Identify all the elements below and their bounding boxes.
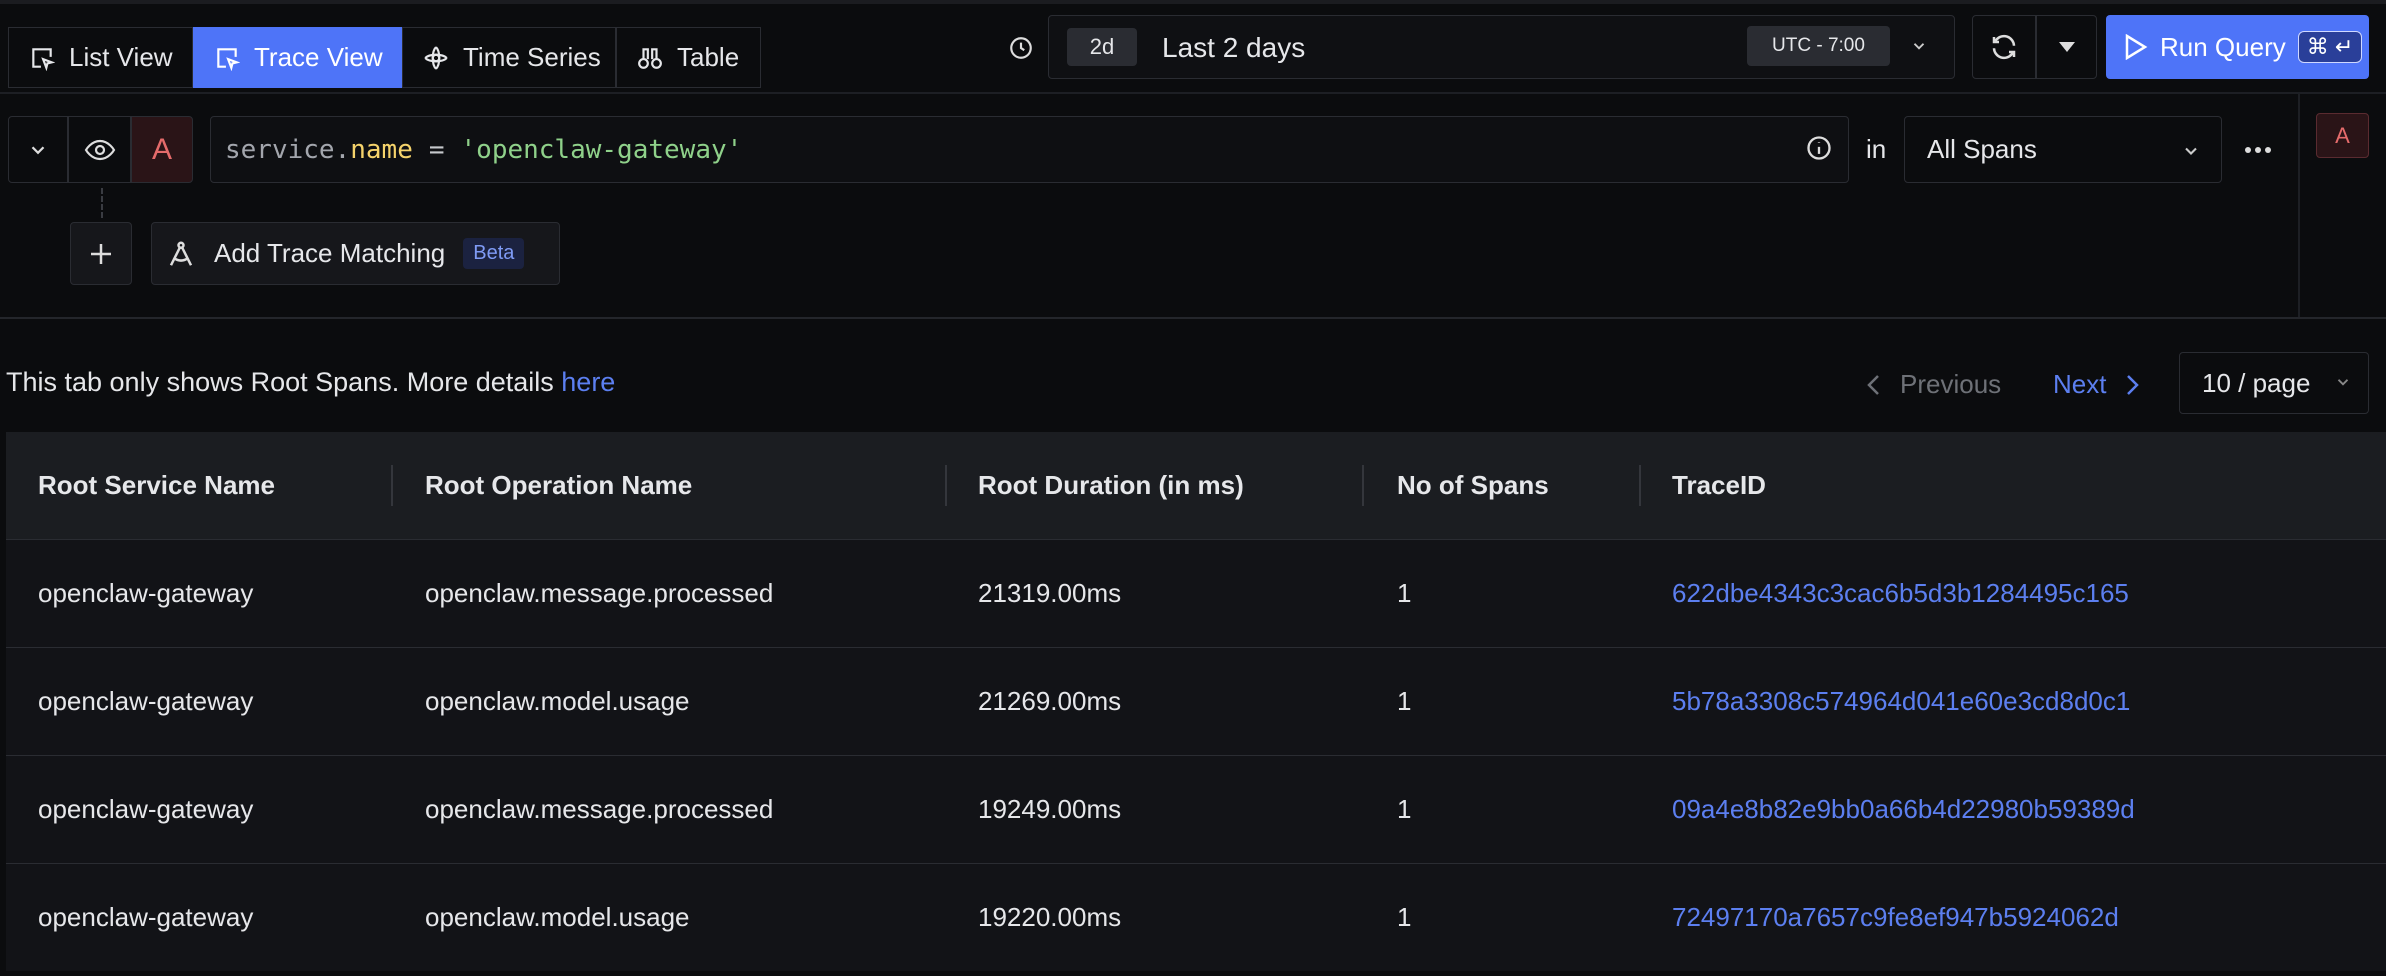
chevron[interactable] — [1904, 30, 1934, 62]
run-shortcut: ⌘ ↵ — [2297, 31, 2363, 63]
table-cell: 1 — [1397, 902, 1412, 932]
more-button[interactable] — [2240, 130, 2276, 170]
tab-label: Time Series — [463, 42, 601, 72]
tab-label: Table — [677, 42, 740, 72]
notice-link[interactable]: here — [561, 367, 616, 397]
scope-value: All Spans — [1927, 134, 2037, 164]
beta-badge: Beta — [463, 238, 525, 269]
divider — [0, 92, 2386, 94]
query-operator: = — [428, 134, 445, 165]
timezone[interactable]: UTC - 7:00 — [1747, 26, 1890, 66]
table-cell: 19220.00ms — [978, 902, 1122, 932]
query-value: 'openclaw-gateway' — [460, 134, 743, 165]
page-size: 10 / page — [2202, 367, 2311, 398]
top-strip — [0, 0, 2386, 4]
column-header[interactable]: Root Service Name — [38, 470, 275, 500]
query-input[interactable]: service. name = 'openclaw-gateway' — [210, 116, 1849, 183]
column-separator — [945, 465, 947, 506]
scope-select[interactable]: All Spans — [1904, 116, 2222, 183]
clock-icon — [1006, 33, 1036, 63]
table-cell: 1 — [1397, 686, 1412, 716]
next-button[interactable]: Next — [2053, 369, 2140, 400]
tab-label: Trace View — [254, 42, 383, 72]
query-key: service. — [225, 134, 351, 165]
next-label: Next — [2053, 369, 2107, 399]
refresh-menu[interactable] — [2036, 15, 2097, 79]
add-button[interactable] — [70, 222, 132, 285]
time-label: Last 2 days — [1162, 32, 1306, 63]
previous-label: Previous — [1900, 369, 2002, 399]
info-icon[interactable] — [1805, 134, 1833, 162]
table-row[interactable]: openclaw-gateway openclaw.model.usage 1922… — [6, 863, 2386, 971]
column-separator — [391, 465, 393, 506]
view-tab[interactable]: Table — [616, 27, 761, 88]
table-cell: openclaw-gateway — [38, 686, 254, 716]
trace-id-link[interactable]: 72497170a7657c9fe8ef947b5924062d — [1672, 902, 2119, 932]
in-label: in — [1866, 134, 1887, 164]
table-cell: openclaw.message.processed — [425, 794, 774, 824]
visibility-toggle[interactable] — [68, 116, 131, 183]
table-cell: openclaw-gateway — [38, 578, 254, 608]
trace-id-link[interactable]: 622dbe4343c3cac6b5d3b1284495c165 — [1672, 578, 2129, 608]
side-divider — [2298, 94, 2300, 318]
table-cell: 21269.00ms — [978, 686, 1122, 716]
column-header[interactable]: No of Spans — [1397, 470, 1549, 500]
table-cell: 1 — [1397, 578, 1412, 608]
add-trace-label: Add Trace Matching — [214, 238, 446, 268]
time-picker[interactable]: 2d Last 2 days UTC - 7:00 — [1048, 15, 1955, 79]
view-tab[interactable]: Trace View — [193, 27, 402, 88]
column-header[interactable]: Root Duration (in ms) — [978, 470, 1244, 500]
table-cell: 19249.00ms — [978, 794, 1122, 824]
connector — [101, 188, 103, 218]
previous-button[interactable]: Previous — [1866, 369, 2001, 400]
side-letter[interactable]: A — [2316, 113, 2369, 158]
table-row[interactable]: openclaw-gateway openclaw.message.process… — [6, 755, 2386, 863]
table-header: Root Service Name Root Operation Name Root… — [6, 432, 2386, 539]
table-cell: openclaw.model.usage — [425, 686, 690, 716]
table-cell: openclaw-gateway — [38, 794, 254, 824]
collapse-button[interactable] — [8, 116, 68, 183]
notice: This tab only shows Root Spans. More det… — [6, 367, 615, 398]
column-header[interactable]: Root Operation Name — [425, 470, 693, 500]
table-cell: 1 — [1397, 794, 1412, 824]
page-size-select[interactable]: 10 / page — [2179, 352, 2369, 414]
table-cell: 21319.00ms — [978, 578, 1122, 608]
tab-label: List View — [69, 42, 173, 72]
view-tab[interactable]: List View — [8, 27, 193, 88]
add-trace-matching[interactable]: Add Trace Matching Beta — [151, 222, 560, 285]
view-tab[interactable]: Time Series — [402, 27, 616, 88]
notice-text: This tab only shows Root Spans. More det… — [6, 367, 554, 397]
divider — [0, 317, 2386, 319]
table-row[interactable]: openclaw-gateway openclaw.message.process… — [6, 539, 2386, 647]
run-label: Run Query — [2160, 31, 2286, 62]
query-field: name — [350, 134, 413, 165]
trace-id-link[interactable]: 09a4e8b82e9bb0a66b4d22980b59389d — [1672, 794, 2135, 824]
table-cell: openclaw-gateway — [38, 902, 254, 932]
table-row[interactable]: openclaw-gateway openclaw.model.usage 2126… — [6, 647, 2386, 755]
table-cell: openclaw.message.processed — [425, 578, 774, 608]
query-letter[interactable]: A — [131, 116, 193, 183]
refresh-button[interactable] — [1972, 15, 2036, 79]
column-header[interactable]: TraceID — [1672, 470, 1766, 500]
time-shortcut: 2d — [1067, 28, 1137, 66]
run-query-button[interactable]: Run Query ⌘ ↵ — [2106, 15, 2369, 79]
column-separator — [1639, 465, 1641, 506]
table-cell: openclaw.model.usage — [425, 902, 690, 932]
column-separator — [1362, 465, 1364, 506]
trace-id-link[interactable]: 5b78a3308c574964d041e60e3cd8d0c1 — [1672, 686, 2131, 716]
